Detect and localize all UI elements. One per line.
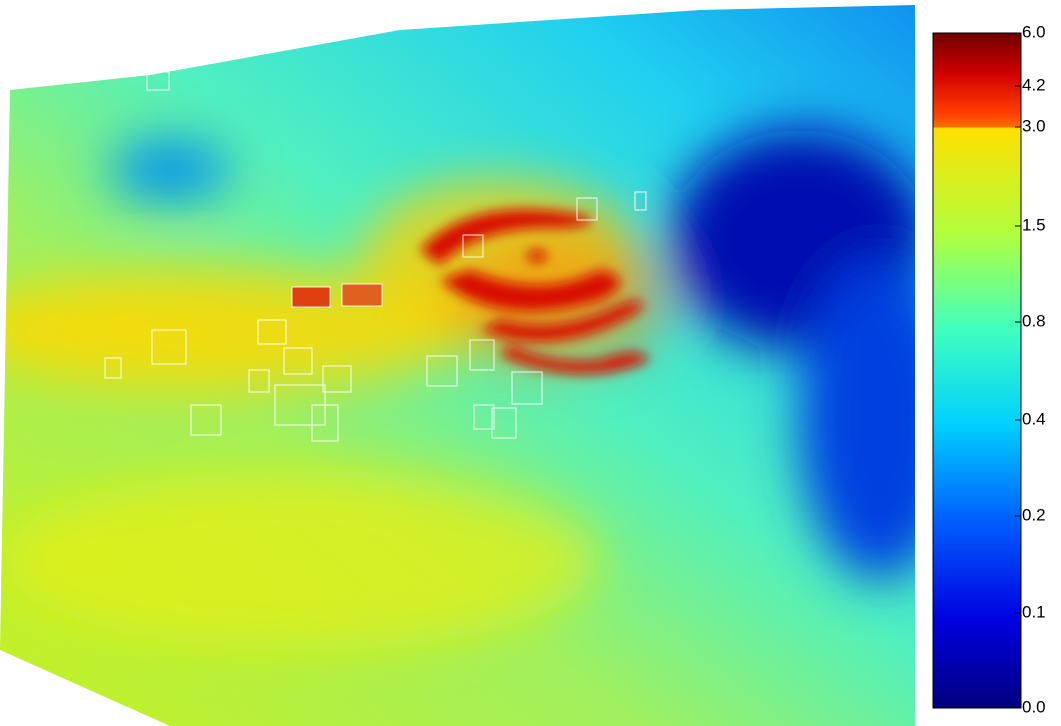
visualization: 0.0 0.1 0.2 0.4 0.8 1.5 3.0 4.2 6.0: [0, 0, 1061, 726]
colorbar-tick-label: 3.0: [1022, 116, 1046, 135]
colorbar-tick-label: 6.0: [1022, 22, 1046, 41]
colorbar-tick-label: 0.0: [1022, 697, 1046, 716]
colorbar-tick-label: 0.1: [1022, 602, 1046, 621]
colorbar-tick-label: 0.8: [1022, 311, 1046, 330]
colorbar-tick-label: 4.2: [1022, 75, 1046, 94]
field: [0, 0, 960, 726]
colorbar-gradient: [933, 33, 1021, 708]
colorbar-tick-label: 1.5: [1022, 215, 1046, 234]
colorbar: [933, 33, 1021, 708]
colorbar-tick-label: 0.4: [1022, 409, 1046, 428]
colorbar-tick-label: 0.2: [1022, 505, 1046, 524]
